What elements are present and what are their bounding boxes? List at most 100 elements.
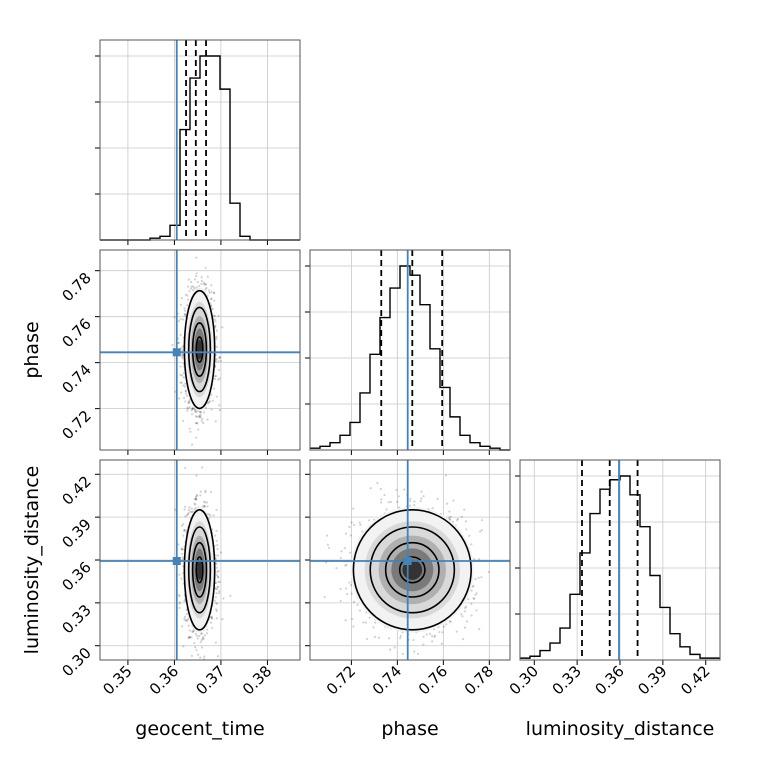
histogram-bar <box>540 651 550 660</box>
sample-point <box>218 580 221 584</box>
sample-point <box>209 400 212 403</box>
contour-line <box>195 336 204 363</box>
sample-point <box>474 593 477 596</box>
sample-point <box>218 592 221 595</box>
sample-point <box>467 598 470 601</box>
joint-content <box>100 250 300 450</box>
histogram-bar <box>600 489 610 660</box>
histogram-step <box>310 265 510 451</box>
histogram-bar <box>670 634 680 660</box>
histogram-bar <box>650 576 660 660</box>
sample-point <box>196 637 199 640</box>
sample-point <box>350 584 353 587</box>
sample-point <box>212 292 216 295</box>
sample-point <box>344 619 347 622</box>
sample-point <box>204 266 207 270</box>
sample-point <box>184 619 187 622</box>
sample-point <box>187 278 190 281</box>
sample-point <box>217 576 220 579</box>
sample-point <box>173 316 176 319</box>
sample-point <box>200 646 204 649</box>
sample-point <box>186 407 189 410</box>
sample-point <box>455 630 458 633</box>
sample-point <box>218 590 221 593</box>
x-tick-label: 0.30 <box>506 662 542 698</box>
sample-point <box>438 630 441 634</box>
sample-point <box>191 406 195 409</box>
sample-point <box>448 516 451 519</box>
sample-point <box>201 636 205 639</box>
sample-point <box>204 283 208 286</box>
sample-point <box>187 401 190 405</box>
histogram-bar <box>200 56 210 240</box>
sample-point <box>431 640 434 643</box>
sample-point <box>182 419 185 422</box>
contour-line <box>191 541 208 598</box>
sample-point <box>190 409 193 412</box>
sample-point <box>195 494 198 498</box>
sample-point <box>178 602 181 605</box>
sample-point <box>181 557 184 561</box>
histogram-panel-geocent_time <box>95 39 301 245</box>
sample-point <box>218 404 221 407</box>
sample-point <box>358 609 361 612</box>
sample-point <box>222 597 225 600</box>
histogram-bar <box>430 349 440 450</box>
sample-point <box>199 490 202 493</box>
histogram-bar <box>230 203 240 240</box>
sample-point <box>179 303 182 306</box>
sample-point <box>478 558 481 561</box>
sample-point <box>213 299 216 302</box>
sample-point <box>442 625 446 628</box>
sample-point <box>449 620 452 623</box>
sample-point <box>174 508 177 511</box>
sample-point <box>369 487 372 490</box>
sample-point <box>182 396 186 400</box>
sample-point <box>195 422 198 425</box>
sample-point <box>229 594 232 597</box>
sample-point <box>463 508 466 511</box>
sample-point <box>188 506 191 509</box>
sample-point <box>206 418 209 421</box>
sample-point <box>475 592 478 595</box>
sample-point <box>188 406 192 409</box>
sample-point <box>202 637 205 640</box>
sample-point <box>183 309 187 312</box>
sample-point <box>177 341 180 344</box>
sample-point <box>215 345 218 348</box>
sample-point <box>189 287 193 290</box>
sample-point <box>185 612 189 615</box>
sample-point <box>206 628 209 631</box>
panel-frame <box>99 459 301 661</box>
sample-point <box>208 291 211 294</box>
sample-point <box>194 498 198 501</box>
sample-point <box>460 515 463 518</box>
sample-point <box>171 344 174 347</box>
sample-point <box>352 625 355 628</box>
sample-point <box>195 286 198 289</box>
sample-point <box>180 391 183 394</box>
sample-point <box>196 653 200 656</box>
sample-point <box>191 407 194 410</box>
histogram-bar <box>350 422 360 450</box>
sample-point <box>178 606 181 610</box>
x-axis-label-phase: phase <box>381 718 438 740</box>
sample-point <box>194 632 197 635</box>
sample-point <box>188 629 191 632</box>
sample-point <box>218 377 221 380</box>
sample-point <box>200 279 203 283</box>
sample-point <box>182 372 185 375</box>
sample-point <box>339 587 342 591</box>
sample-point <box>216 570 219 574</box>
sample-point <box>194 646 197 649</box>
sample-point <box>188 289 191 293</box>
sample-point <box>187 624 190 627</box>
sample-point <box>350 592 353 595</box>
histogram-bar <box>620 476 630 660</box>
sample-point <box>188 636 191 639</box>
sample-point <box>216 544 219 547</box>
sample-point <box>218 409 222 412</box>
sample-point <box>433 634 437 637</box>
panel-frame <box>99 39 301 241</box>
sample-point <box>183 313 187 316</box>
